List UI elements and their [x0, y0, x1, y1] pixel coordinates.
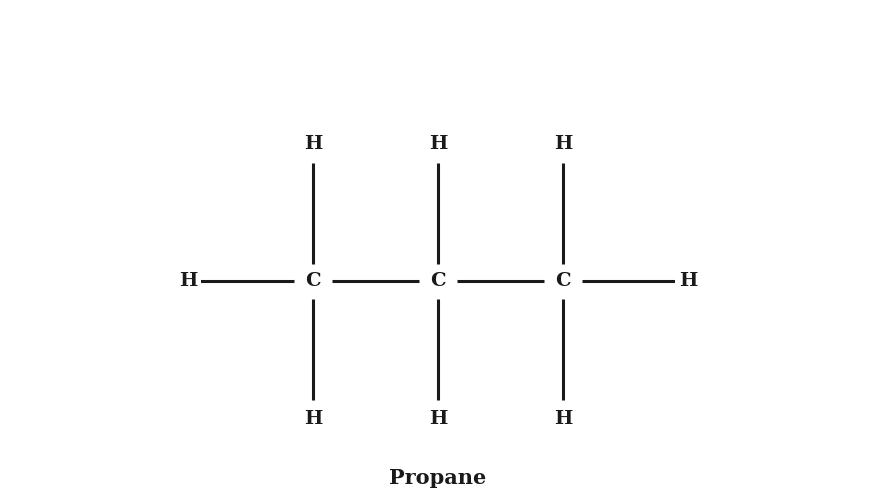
Text: Propane: Propane: [389, 468, 487, 488]
Text: H: H: [304, 134, 322, 153]
Text: H: H: [554, 134, 572, 153]
Text: H: H: [554, 410, 572, 428]
Text: H: H: [304, 410, 322, 428]
Text: H: H: [429, 410, 447, 428]
Text: C: C: [305, 272, 321, 290]
Text: H: H: [679, 272, 697, 290]
Text: C: C: [430, 272, 446, 290]
Text: H: H: [179, 272, 197, 290]
Text: H: H: [429, 134, 447, 153]
Text: C: C: [555, 272, 571, 290]
